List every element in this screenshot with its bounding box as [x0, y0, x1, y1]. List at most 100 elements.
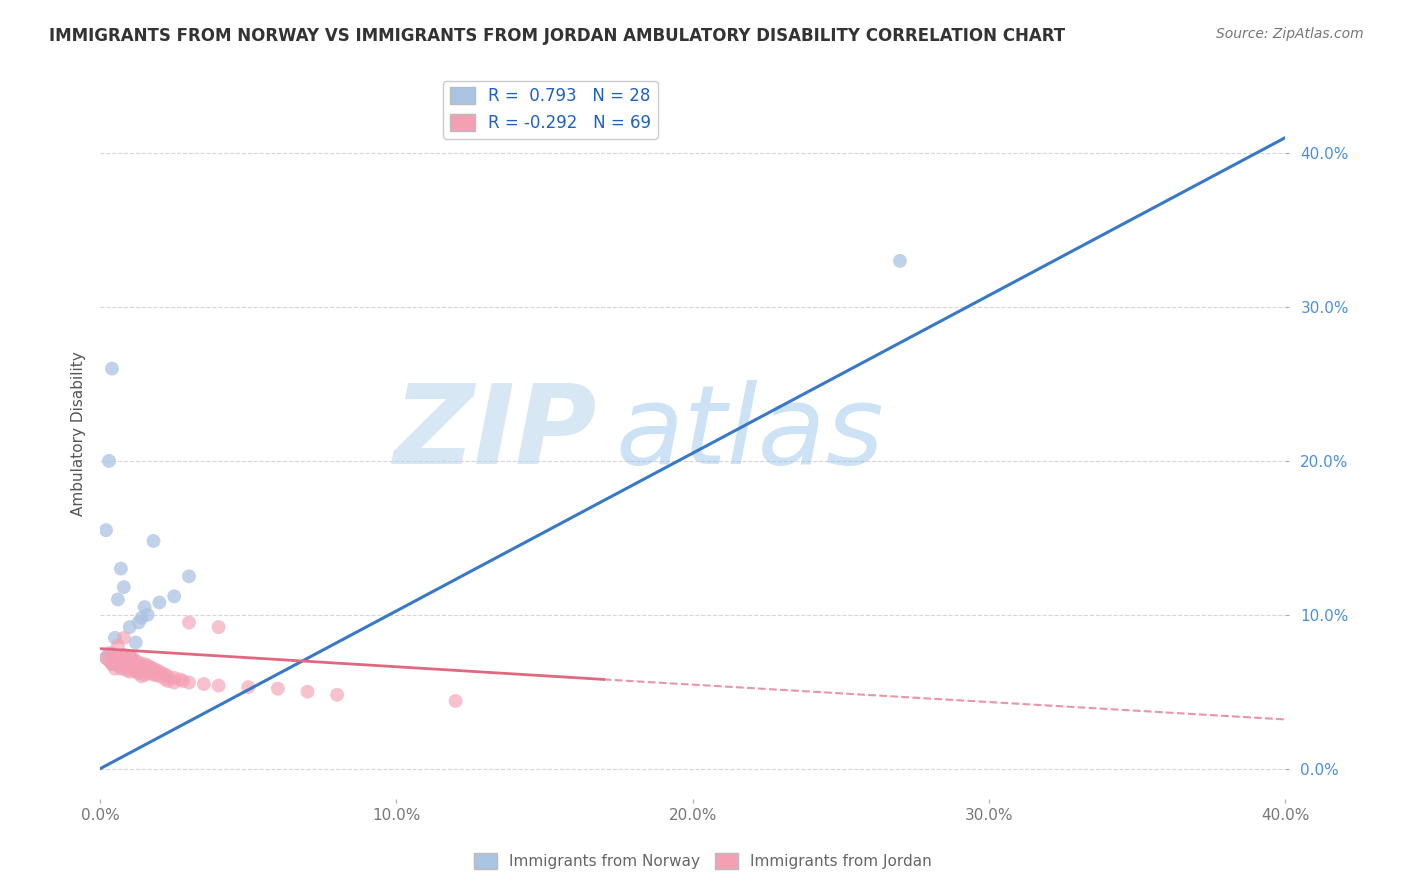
Point [136, 658, 159, 673]
Point [104, 631, 127, 645]
Point [107, 649, 129, 664]
Point [163, 590, 186, 604]
Point [889, 253, 911, 268]
Point [134, 668, 156, 682]
Point [444, 694, 467, 708]
Point [124, 635, 146, 649]
Point [142, 668, 165, 682]
Point [177, 675, 200, 690]
Point [193, 677, 215, 691]
Point [107, 654, 129, 668]
Point [145, 668, 167, 682]
Point [148, 665, 170, 679]
Point [169, 673, 191, 687]
Legend: Immigrants from Norway, Immigrants from Jordan: Immigrants from Norway, Immigrants from … [468, 847, 938, 875]
Point [157, 673, 180, 688]
Point [297, 684, 319, 698]
Point [128, 666, 150, 681]
Point [207, 620, 229, 634]
Point [112, 654, 135, 668]
Point [94, 651, 117, 665]
Point [118, 656, 141, 670]
Point [128, 656, 150, 670]
Point [112, 658, 135, 673]
Point [98, 654, 121, 668]
Point [177, 569, 200, 583]
Point [121, 651, 143, 665]
Point [148, 595, 170, 609]
Point [150, 666, 173, 681]
Point [115, 657, 138, 671]
Point [136, 665, 159, 679]
Point [112, 648, 135, 662]
Point [148, 669, 170, 683]
Point [163, 675, 186, 690]
Point [207, 679, 229, 693]
Point [110, 657, 132, 671]
Point [155, 668, 177, 682]
Point [107, 639, 129, 653]
Point [98, 646, 121, 660]
Point [107, 649, 129, 664]
Text: ZIP: ZIP [394, 381, 598, 488]
Point [128, 615, 150, 630]
Point [172, 673, 194, 688]
Point [101, 361, 124, 376]
Point [139, 660, 162, 674]
Point [110, 561, 132, 575]
Point [128, 662, 150, 676]
Point [136, 607, 159, 622]
Point [326, 688, 349, 702]
Point [142, 533, 165, 548]
Point [118, 649, 141, 664]
Y-axis label: Ambulatory Disability: Ambulatory Disability [72, 351, 86, 516]
Point [107, 658, 129, 673]
Point [121, 657, 143, 671]
Point [131, 669, 153, 683]
Point [118, 649, 141, 664]
Point [134, 600, 156, 615]
Point [94, 651, 117, 665]
Point [98, 454, 121, 468]
Point [94, 523, 117, 537]
Point [155, 673, 177, 687]
Point [121, 662, 143, 676]
Point [121, 657, 143, 671]
Point [101, 657, 124, 671]
Point [115, 654, 138, 668]
Point [112, 631, 135, 645]
Point [115, 663, 138, 677]
Point [112, 662, 135, 676]
Point [145, 663, 167, 677]
Point [101, 646, 124, 660]
Point [142, 662, 165, 676]
Point [139, 666, 162, 681]
Legend: R =  0.793   N = 28, R = -0.292   N = 69: R = 0.793 N = 28, R = -0.292 N = 69 [443, 80, 658, 138]
Point [124, 660, 146, 674]
Point [104, 657, 127, 671]
Point [267, 681, 290, 696]
Point [131, 611, 153, 625]
Point [104, 662, 127, 676]
Point [131, 663, 153, 677]
Point [131, 658, 153, 673]
Text: IMMIGRANTS FROM NORWAY VS IMMIGRANTS FROM JORDAN AMBULATORY DISABILITY CORRELATI: IMMIGRANTS FROM NORWAY VS IMMIGRANTS FRO… [49, 27, 1066, 45]
Point [118, 620, 141, 634]
Point [115, 652, 138, 666]
Text: atlas: atlas [616, 381, 884, 488]
Point [238, 680, 260, 694]
Point [134, 662, 156, 676]
Point [118, 665, 141, 679]
Point [124, 665, 146, 679]
Point [163, 671, 186, 685]
Text: Source: ZipAtlas.com: Source: ZipAtlas.com [1216, 27, 1364, 41]
Point [104, 651, 127, 665]
Point [104, 652, 127, 666]
Point [107, 592, 129, 607]
Point [110, 651, 132, 665]
Point [110, 662, 132, 676]
Point [110, 656, 132, 670]
Point [134, 657, 156, 671]
Point [118, 660, 141, 674]
Point [157, 669, 180, 683]
